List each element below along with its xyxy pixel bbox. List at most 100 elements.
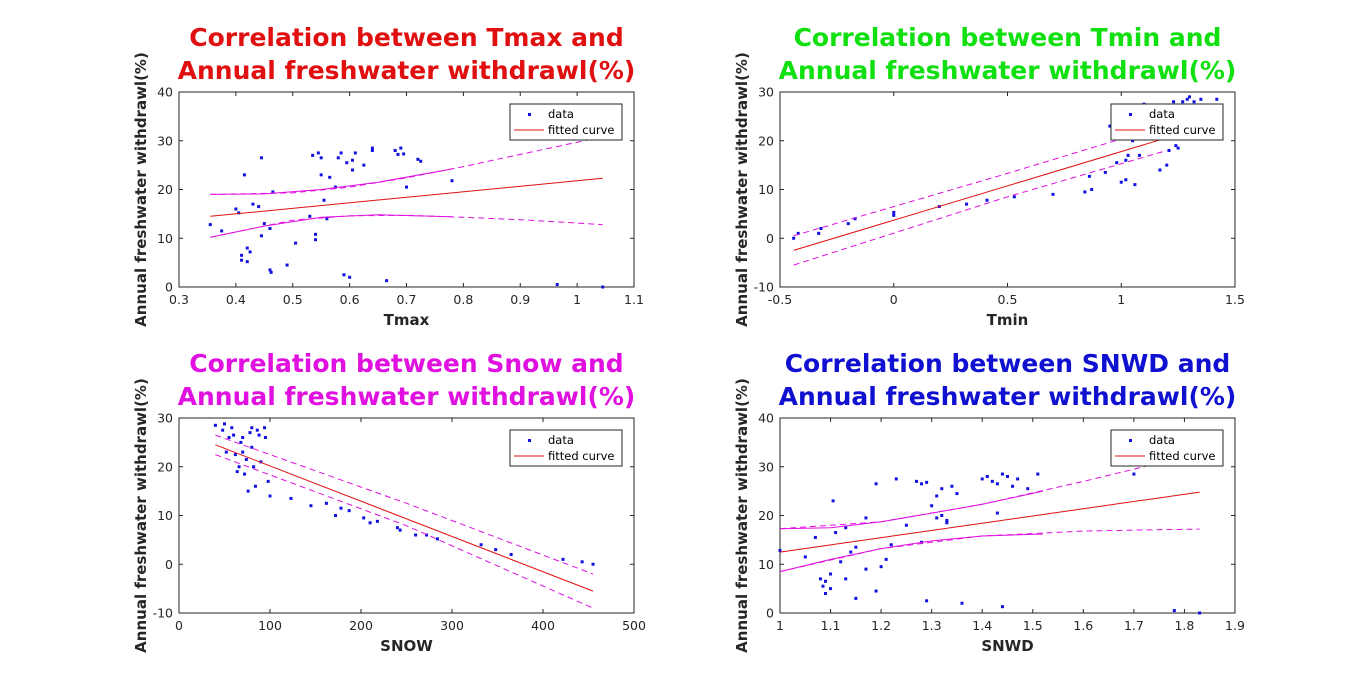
data-point bbox=[405, 185, 408, 189]
x-tick-label: 1.6 bbox=[1073, 618, 1093, 633]
legend-label-data: data bbox=[548, 433, 574, 447]
legend-box bbox=[509, 103, 623, 141]
data-point bbox=[1036, 472, 1040, 476]
x-tick-label: 0.5 bbox=[998, 292, 1018, 307]
prediction-bound-line bbox=[215, 454, 594, 609]
y-axis-label: Annual freshwater withdrawl(%) bbox=[733, 378, 751, 653]
data-point bbox=[319, 156, 323, 160]
data-point bbox=[778, 549, 782, 553]
data-point bbox=[345, 161, 349, 165]
data-point bbox=[342, 273, 346, 277]
data-point bbox=[252, 465, 256, 469]
data-point bbox=[1133, 183, 1137, 187]
data-point bbox=[319, 173, 323, 177]
data-point bbox=[1131, 139, 1135, 143]
legend-label-fit: fitted curve bbox=[548, 449, 615, 463]
data-point bbox=[232, 433, 236, 437]
chart-title-line-1: Correlation between SNWD and bbox=[785, 349, 1231, 378]
subplot-1: Correlation between Tmax and Annual fresh… bbox=[132, 23, 644, 329]
data-point bbox=[308, 214, 312, 218]
x-axis-label: SNOW bbox=[380, 637, 433, 655]
x-tick-label: 1.8 bbox=[1174, 618, 1194, 633]
data-point bbox=[819, 227, 823, 230]
data-point bbox=[935, 494, 939, 498]
data-point bbox=[285, 263, 289, 267]
data-point bbox=[325, 217, 329, 221]
data-point bbox=[580, 560, 584, 564]
data-point bbox=[263, 436, 267, 439]
chart-title-line-2: Annual freshwater withdrawl(%) bbox=[779, 382, 1237, 411]
x-tick-label: 200 bbox=[349, 618, 373, 633]
legend-marker-data bbox=[528, 439, 531, 442]
data-point bbox=[920, 482, 924, 486]
data-point bbox=[248, 431, 252, 435]
data-point bbox=[1199, 97, 1203, 101]
data-point bbox=[980, 477, 984, 481]
data-point bbox=[1000, 605, 1004, 609]
data-point bbox=[1165, 163, 1169, 167]
data-point bbox=[1108, 124, 1112, 128]
chart-title-line-1: Correlation between Snow and bbox=[189, 349, 623, 378]
data-point bbox=[561, 557, 565, 561]
data-point bbox=[227, 436, 231, 439]
data-point bbox=[237, 465, 241, 469]
data-point bbox=[792, 236, 796, 240]
subplot-2: Correlation between Tmin and Annual fresh… bbox=[733, 23, 1245, 329]
data-point bbox=[362, 163, 366, 167]
data-point bbox=[1124, 158, 1128, 162]
x-tick-label: 1.1 bbox=[624, 292, 644, 307]
data-point bbox=[339, 151, 343, 155]
legend-label-data: data bbox=[1149, 433, 1175, 447]
data-point bbox=[314, 232, 317, 236]
data-point bbox=[241, 450, 245, 454]
data-point bbox=[1126, 153, 1130, 157]
data-point bbox=[240, 258, 244, 262]
data-point bbox=[223, 422, 226, 426]
data-point bbox=[960, 601, 964, 605]
data-point bbox=[220, 229, 224, 233]
data-point bbox=[333, 185, 337, 189]
y-tick-label: -10 bbox=[153, 606, 173, 621]
data-point bbox=[1188, 95, 1191, 99]
data-point bbox=[945, 521, 949, 525]
legend-label-data: data bbox=[1149, 107, 1175, 121]
x-tick-label: 0.4 bbox=[226, 292, 246, 307]
data-point bbox=[213, 423, 217, 427]
data-point bbox=[375, 519, 379, 523]
data-point bbox=[322, 198, 326, 202]
data-point bbox=[402, 152, 406, 156]
data-point bbox=[990, 479, 994, 483]
y-tick-label: 30 bbox=[157, 133, 173, 148]
data-point bbox=[930, 504, 934, 508]
data-point bbox=[892, 210, 896, 214]
x-tick-label: 400 bbox=[531, 618, 555, 633]
data-point bbox=[844, 526, 848, 530]
data-point bbox=[370, 146, 374, 150]
y-tick-label: 40 bbox=[157, 85, 173, 100]
data-point bbox=[1000, 472, 1004, 476]
data-point bbox=[874, 589, 878, 593]
x-tick-label: 0.6 bbox=[340, 292, 360, 307]
y-tick-label: 0 bbox=[165, 557, 173, 572]
prediction-bound-line bbox=[210, 136, 603, 195]
data-point bbox=[362, 516, 366, 520]
data-point bbox=[250, 445, 254, 449]
data-point bbox=[393, 149, 397, 152]
data-point bbox=[509, 553, 513, 556]
data-point bbox=[263, 426, 267, 430]
data-point bbox=[1090, 188, 1094, 191]
x-tick-label: 1.2 bbox=[871, 618, 891, 633]
x-tick-label: 1.7 bbox=[1124, 618, 1144, 633]
data-point bbox=[246, 489, 250, 493]
y-tick-label: 30 bbox=[758, 85, 774, 100]
data-point bbox=[242, 173, 246, 177]
x-axis-label: Tmin bbox=[987, 311, 1029, 329]
data-point bbox=[940, 487, 944, 491]
fitted-curve-line bbox=[779, 491, 1200, 553]
data-point bbox=[1083, 190, 1087, 194]
x-tick-label: 1 bbox=[776, 618, 784, 633]
data-point bbox=[235, 470, 239, 474]
data-point bbox=[309, 504, 313, 508]
data-point bbox=[399, 146, 403, 150]
